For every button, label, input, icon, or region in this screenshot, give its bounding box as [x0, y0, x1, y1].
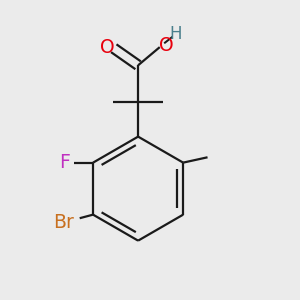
Text: H: H	[170, 25, 182, 43]
Text: O: O	[100, 38, 115, 57]
Text: Br: Br	[53, 213, 74, 232]
Text: F: F	[59, 153, 70, 172]
Text: O: O	[159, 37, 174, 56]
